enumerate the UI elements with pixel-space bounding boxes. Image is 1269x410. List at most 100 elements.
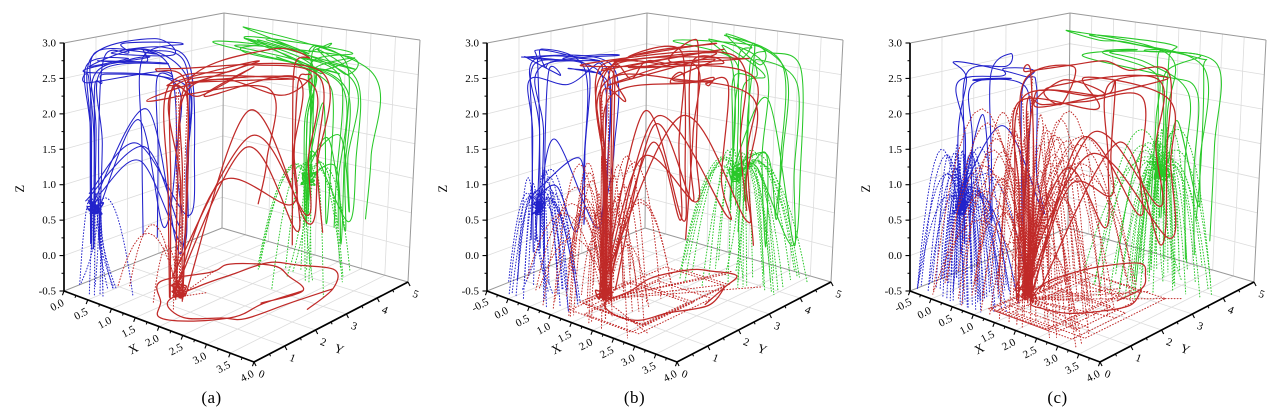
svg-text:4: 4 xyxy=(380,304,390,317)
svg-text:0.5: 0.5 xyxy=(514,312,532,329)
svg-text:5: 5 xyxy=(1257,288,1267,301)
series-green-group xyxy=(672,33,808,296)
svg-text:4.0: 4.0 xyxy=(238,368,256,385)
svg-text:0: 0 xyxy=(680,368,690,381)
box-frame xyxy=(909,12,1267,292)
svg-text:1.5: 1.5 xyxy=(888,144,902,156)
svg-text:1: 1 xyxy=(288,352,297,365)
axes: 0.00.51.01.52.02.53.03.54.0X012345Y-0.50… xyxy=(13,38,421,385)
svg-text:1.0: 1.0 xyxy=(535,320,553,337)
svg-text:3.0: 3.0 xyxy=(619,352,637,369)
svg-text:3: 3 xyxy=(1195,320,1205,333)
svg-text:0.0: 0.0 xyxy=(493,305,511,322)
svg-text:1.0: 1.0 xyxy=(465,179,479,191)
box-frame xyxy=(486,12,844,292)
svg-text:2.5: 2.5 xyxy=(167,341,185,358)
svg-text:2.5: 2.5 xyxy=(42,73,56,85)
svg-text:2.0: 2.0 xyxy=(143,332,161,349)
svg-text:2.5: 2.5 xyxy=(1021,344,1039,361)
svg-text:1.5: 1.5 xyxy=(465,144,479,156)
svg-text:0.0: 0.0 xyxy=(888,250,902,262)
svg-text:5: 5 xyxy=(834,288,844,301)
panel-caption: (a) xyxy=(201,388,222,407)
svg-text:0: 0 xyxy=(257,368,267,381)
svg-text:2: 2 xyxy=(1164,336,1173,349)
svg-text:-0.5: -0.5 xyxy=(885,286,903,298)
panel-c: -0.5 0.0 0.5 1.0 1.5 2.0 2.5 3.0 3.5 4.0 X 0 1 2 3 4 5 Y -… xyxy=(846,0,1269,410)
svg-text:4.0: 4.0 xyxy=(1084,368,1102,385)
svg-text:0.5: 0.5 xyxy=(42,215,56,227)
svg-text:-0.5: -0.5 xyxy=(893,296,914,315)
box-frame xyxy=(63,12,421,292)
series-green-group xyxy=(1065,29,1222,300)
svg-text:2: 2 xyxy=(318,336,327,349)
svg-text:3: 3 xyxy=(772,320,782,333)
series-red-group xyxy=(526,38,762,339)
series-blue-group xyxy=(79,38,196,298)
svg-text:3: 3 xyxy=(349,320,359,333)
svg-text:2: 2 xyxy=(741,336,750,349)
svg-text:3.0: 3.0 xyxy=(42,38,56,50)
panel-a: 0.0 0.5 1.0 1.5 2.0 2.5 3.0 3.5 4.0 X 0 1 2 3 4 5 Y -0.5 0… xyxy=(0,0,423,410)
series-red-group xyxy=(117,47,339,322)
plot-3d-b: -0.5 0.0 0.5 1.0 1.5 2.0 2.5 3.0 3.5 4.0X012345Y-… xyxy=(436,12,844,385)
svg-text:2.0: 2.0 xyxy=(577,336,595,353)
svg-text:2.0: 2.0 xyxy=(1000,336,1018,353)
svg-text:2.0: 2.0 xyxy=(465,108,479,120)
svg-text:0.0: 0.0 xyxy=(465,250,479,262)
svg-text:4.0: 4.0 xyxy=(661,368,679,385)
svg-text:0.0: 0.0 xyxy=(48,297,66,314)
svg-text:-0.5: -0.5 xyxy=(39,286,57,298)
panel-caption: (b) xyxy=(623,388,646,407)
svg-text:1.0: 1.0 xyxy=(96,314,114,331)
svg-text:0.5: 0.5 xyxy=(465,215,479,227)
svg-text:Z: Z xyxy=(436,185,450,193)
svg-text:1.0: 1.0 xyxy=(888,179,902,191)
svg-text:4: 4 xyxy=(803,304,813,317)
svg-text:1.5: 1.5 xyxy=(120,323,138,340)
svg-text:-0.5: -0.5 xyxy=(462,286,480,298)
svg-text:3.5: 3.5 xyxy=(640,360,658,377)
axes: -0.5 0.0 0.5 1.0 1.5 2.0 2.5 3.0 3.5 4.0X012345Y-… xyxy=(859,38,1267,385)
svg-text:3.5: 3.5 xyxy=(1063,360,1081,377)
series-red-group xyxy=(932,60,1183,348)
svg-text:1.0: 1.0 xyxy=(958,320,976,337)
svg-text:-0.5: -0.5 xyxy=(470,296,491,315)
svg-text:Y: Y xyxy=(332,341,345,357)
svg-text:3.0: 3.0 xyxy=(191,350,209,367)
svg-text:1: 1 xyxy=(1134,352,1143,365)
plot-3d-a: 0.00.51.01.52.02.53.03.54.0X012345Y-0.50… xyxy=(13,12,421,385)
svg-text:2.5: 2.5 xyxy=(465,73,479,85)
svg-text:3.5: 3.5 xyxy=(215,359,233,376)
svg-text:Z: Z xyxy=(13,185,27,193)
svg-text:2.0: 2.0 xyxy=(42,108,56,120)
svg-text:2.5: 2.5 xyxy=(888,73,902,85)
svg-text:1.0: 1.0 xyxy=(42,179,56,191)
svg-text:0.5: 0.5 xyxy=(888,215,902,227)
plot-3d-c: -0.5 0.0 0.5 1.0 1.5 2.0 2.5 3.0 3.5 4.0X012345Y-… xyxy=(859,12,1267,385)
axes: -0.5 0.0 0.5 1.0 1.5 2.0 2.5 3.0 3.5 4.0X012345Y-… xyxy=(436,38,844,385)
svg-text:3.0: 3.0 xyxy=(888,38,902,50)
svg-text:5: 5 xyxy=(411,288,421,301)
svg-text:3.0: 3.0 xyxy=(1042,352,1060,369)
svg-text:4: 4 xyxy=(1226,304,1236,317)
svg-text:Y: Y xyxy=(755,341,768,357)
svg-text:X: X xyxy=(126,341,140,358)
panel-caption: (c) xyxy=(1047,388,1068,407)
svg-text:Z: Z xyxy=(859,185,873,193)
svg-text:0: 0 xyxy=(1103,368,1113,381)
svg-text:0.5: 0.5 xyxy=(937,312,955,329)
svg-text:1: 1 xyxy=(711,352,720,365)
svg-text:1.5: 1.5 xyxy=(42,144,56,156)
svg-text:1.5: 1.5 xyxy=(556,328,574,345)
svg-text:3.0: 3.0 xyxy=(465,38,479,50)
svg-text:2.0: 2.0 xyxy=(888,108,902,120)
svg-text:0.5: 0.5 xyxy=(72,306,90,323)
svg-text:1.5: 1.5 xyxy=(979,328,997,345)
svg-text:2.5: 2.5 xyxy=(598,344,616,361)
svg-text:Y: Y xyxy=(1178,341,1191,357)
svg-text:0.0: 0.0 xyxy=(42,250,56,262)
svg-text:0.0: 0.0 xyxy=(916,305,934,322)
panel-b: -0.5 0.0 0.5 1.0 1.5 2.0 2.5 3.0 3.5 4.0 X 0 1 2 3 4 5 Y -… xyxy=(423,0,846,410)
